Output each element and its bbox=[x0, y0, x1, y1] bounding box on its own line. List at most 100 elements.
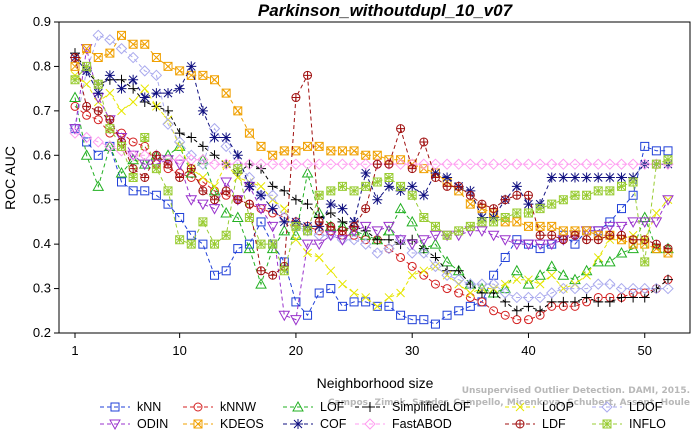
point-knn-7 bbox=[140, 186, 150, 196]
point-inflo-43 bbox=[558, 195, 568, 205]
point-loop-35 bbox=[465, 288, 475, 298]
legend-marker-cof bbox=[293, 419, 303, 429]
point-loop-24 bbox=[338, 279, 347, 289]
point-fastabod-45 bbox=[580, 158, 593, 170]
point-odin-51 bbox=[650, 217, 663, 228]
series-line-kdeos bbox=[74, 34, 669, 254]
point-ldf-42 bbox=[547, 230, 557, 240]
point-ldof-8 bbox=[150, 69, 163, 82]
point-inflo-34 bbox=[454, 226, 464, 236]
point-kdeos-26 bbox=[361, 150, 371, 160]
point-odin-37 bbox=[487, 230, 500, 242]
point-inflo-29 bbox=[396, 181, 406, 191]
point-knnw-2 bbox=[82, 110, 92, 120]
point-loop-41 bbox=[535, 279, 545, 289]
point-inflo-28 bbox=[384, 173, 394, 182]
point-lof-9 bbox=[162, 149, 174, 160]
series-line-cof bbox=[74, 57, 668, 227]
point-inflo-30 bbox=[407, 190, 417, 200]
point-odin-24 bbox=[336, 235, 349, 246]
point-loop-42 bbox=[547, 270, 557, 280]
legend-marker-inflo bbox=[602, 419, 612, 429]
point-fastabod-22 bbox=[313, 158, 325, 170]
legend-item-knnw: kNNW bbox=[183, 400, 256, 414]
point-inflo-41 bbox=[535, 204, 545, 214]
point-odin-11 bbox=[185, 195, 198, 206]
point-fastabod-38 bbox=[499, 158, 511, 170]
point-simplifiedlof-20 bbox=[290, 194, 301, 205]
point-loop-5 bbox=[117, 106, 126, 116]
point-knn-11 bbox=[186, 230, 196, 240]
point-ldf-51 bbox=[651, 239, 661, 249]
legend-marker-knn bbox=[110, 402, 120, 412]
point-inflo-46 bbox=[593, 186, 603, 196]
point-knn-17 bbox=[256, 217, 266, 227]
legend-label-ldf: LDF bbox=[542, 417, 566, 431]
legend-marker-odin bbox=[109, 419, 121, 431]
point-ldof-12 bbox=[197, 158, 209, 170]
point-cof-8 bbox=[151, 88, 162, 99]
point-odin-40 bbox=[522, 239, 535, 251]
point-kdeos-12 bbox=[198, 70, 208, 80]
point-cof-11 bbox=[186, 61, 197, 72]
point-fastabod-12 bbox=[197, 154, 209, 166]
point-kdeos-2 bbox=[82, 44, 92, 54]
point-lof-32 bbox=[429, 238, 442, 249]
point-ldof-51 bbox=[650, 282, 663, 295]
point-loop-21 bbox=[303, 248, 312, 258]
point-loop-4 bbox=[105, 88, 115, 98]
point-cof-33 bbox=[442, 172, 453, 183]
point-knn-48 bbox=[616, 204, 626, 214]
point-kdeos-7 bbox=[140, 39, 150, 49]
point-knn-50 bbox=[640, 141, 650, 151]
point-cof-40 bbox=[523, 199, 534, 210]
point-ldf-3 bbox=[93, 106, 103, 116]
point-ldf-35 bbox=[465, 190, 475, 200]
point-ldf-37 bbox=[489, 204, 499, 214]
point-inflo-12 bbox=[198, 217, 208, 227]
legend-item-cof: COF bbox=[283, 417, 347, 431]
point-ldof-11 bbox=[185, 149, 197, 161]
point-fastabod-47 bbox=[604, 158, 616, 170]
point-lof-3 bbox=[92, 180, 105, 191]
legend-item-loop: LoOP bbox=[505, 400, 574, 414]
point-fastabod-23 bbox=[325, 158, 337, 170]
series-cof bbox=[70, 52, 673, 232]
point-knn-2 bbox=[82, 137, 92, 147]
point-ldf-13 bbox=[210, 195, 220, 205]
point-knnw-40 bbox=[523, 315, 533, 325]
point-loop-26 bbox=[361, 293, 371, 302]
x-tick-label-0: 1 bbox=[71, 343, 78, 358]
point-knnw-3 bbox=[93, 115, 103, 125]
point-knn-25 bbox=[349, 297, 359, 307]
point-fastabod-51 bbox=[650, 158, 663, 170]
legend-item-odin: ODIN bbox=[100, 417, 168, 431]
point-loop-28 bbox=[384, 293, 394, 302]
point-lof-41 bbox=[534, 269, 546, 280]
point-cof-39 bbox=[511, 181, 522, 192]
legend-item-knn: kNN bbox=[100, 400, 161, 414]
point-ldf-33 bbox=[442, 181, 452, 191]
point-inflo-13 bbox=[210, 239, 220, 249]
point-lof-11 bbox=[185, 167, 198, 178]
point-fastabod-41 bbox=[534, 158, 546, 170]
point-inflo-9 bbox=[163, 186, 173, 196]
point-ldof-40 bbox=[522, 291, 535, 304]
credit-line-2: Campos, Zimek, Sander, Campello, Micenko… bbox=[328, 398, 690, 408]
point-knn-5 bbox=[117, 177, 127, 187]
point-odin-30 bbox=[406, 239, 419, 251]
point-cof-15 bbox=[232, 150, 243, 161]
point-knn-12 bbox=[198, 239, 208, 249]
point-inflo-31 bbox=[419, 212, 429, 222]
point-inflo-37 bbox=[489, 217, 499, 227]
series-line-knn bbox=[74, 128, 668, 325]
legend-label-ldof: LDOF bbox=[629, 400, 663, 414]
point-kdeos-25 bbox=[349, 146, 359, 156]
point-loop-6 bbox=[128, 97, 138, 107]
point-fastabod-44 bbox=[569, 158, 581, 170]
point-simplifiedlof-6 bbox=[128, 83, 139, 94]
point-cof-28 bbox=[383, 181, 394, 192]
point-lof-19 bbox=[278, 224, 291, 236]
point-knn-20 bbox=[291, 297, 301, 307]
point-kdeos-43 bbox=[558, 226, 568, 236]
